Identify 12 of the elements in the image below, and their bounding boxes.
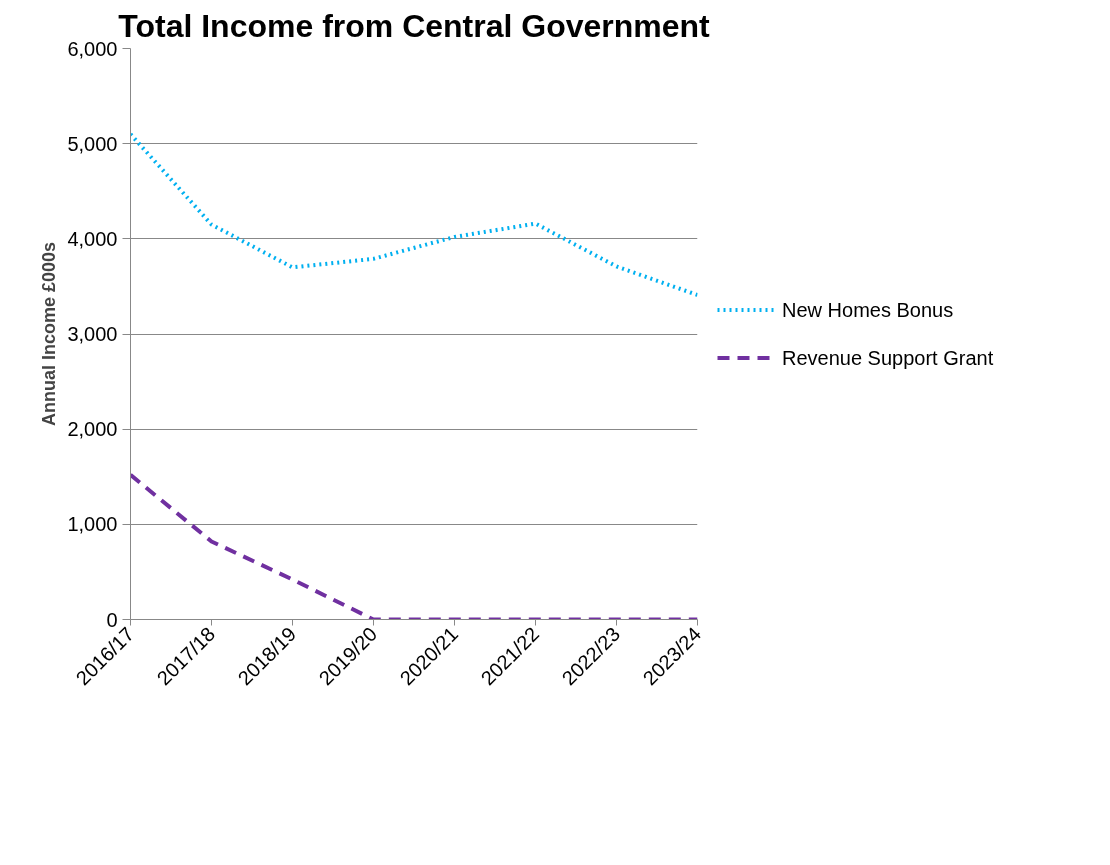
legend-label: New Homes Bonus bbox=[782, 298, 954, 321]
y-tick-label: 3,000 bbox=[67, 323, 118, 345]
y-tick-label: 6,000 bbox=[67, 37, 118, 60]
chart-title: Total Income from Central Government bbox=[118, 7, 711, 44]
line-series bbox=[130, 132, 698, 297]
y-axis-title: Annual Income £000s bbox=[39, 241, 60, 427]
legend-label: Revenue Support Grant bbox=[782, 346, 994, 369]
y-tick-label: 5,000 bbox=[67, 132, 118, 155]
y-tick-label: 0 bbox=[106, 608, 118, 631]
y-tick-label: 1,000 bbox=[67, 513, 118, 536]
y-tick-label: 4,000 bbox=[67, 227, 118, 250]
y-tick-label: 2,000 bbox=[67, 418, 118, 441]
